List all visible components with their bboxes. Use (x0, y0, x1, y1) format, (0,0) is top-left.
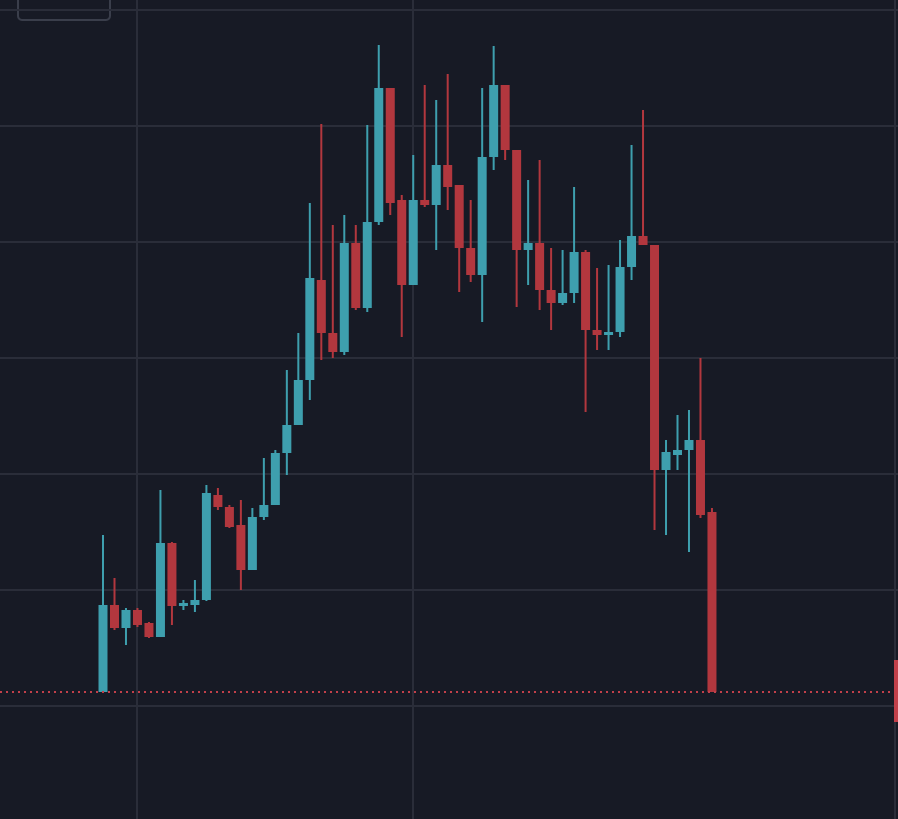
candle-body (581, 252, 591, 330)
candle-body (466, 248, 476, 275)
candle-body (535, 243, 545, 290)
candle-body (615, 267, 625, 332)
candle-body (500, 85, 510, 150)
candle-body (408, 200, 418, 285)
candle-body (236, 525, 246, 570)
candle-body (190, 600, 200, 605)
candle-body (512, 150, 522, 250)
candle-body (385, 88, 395, 203)
candle-body (454, 185, 464, 248)
candle-body (650, 245, 660, 470)
candle-body (155, 543, 165, 637)
candle-body (328, 333, 338, 352)
candle-body (627, 236, 637, 267)
candle-body (546, 290, 556, 303)
candle-body (316, 280, 326, 333)
candle-body (167, 543, 177, 606)
candle-body (121, 610, 131, 628)
candle-body (259, 505, 269, 517)
candle-body (339, 243, 349, 352)
candle-body (270, 453, 280, 505)
toolbar-button[interactable] (17, 0, 111, 21)
candle-body (592, 330, 602, 335)
candle-body (604, 332, 614, 335)
candle-body (569, 252, 579, 293)
candle-body (293, 380, 303, 425)
candle-body (98, 605, 108, 692)
candle-body (132, 610, 142, 625)
candle-body (638, 236, 648, 245)
candle-body (420, 200, 430, 205)
candle-body (695, 440, 705, 515)
candle-body (282, 425, 292, 453)
candle-body (477, 157, 487, 275)
candle-body (431, 165, 441, 205)
candle-body (305, 278, 315, 380)
candle-body (374, 88, 384, 222)
candle-body (362, 222, 372, 308)
candle-body (109, 605, 119, 628)
candle-body (247, 517, 257, 570)
candle-body (684, 440, 694, 450)
candle-body (224, 507, 234, 527)
candle-body (397, 200, 407, 285)
candle-body (489, 85, 499, 157)
candle-body (523, 243, 533, 250)
candle-body (144, 623, 154, 637)
candle-body (178, 603, 188, 606)
candle-body (443, 165, 453, 187)
candle-body (707, 512, 717, 692)
candle-body (673, 450, 682, 455)
candle-body (558, 293, 568, 303)
price-tag (894, 660, 898, 722)
candle-body (351, 243, 361, 308)
candle-body (213, 495, 223, 507)
candle-body (201, 493, 211, 600)
candle-body (661, 452, 671, 470)
